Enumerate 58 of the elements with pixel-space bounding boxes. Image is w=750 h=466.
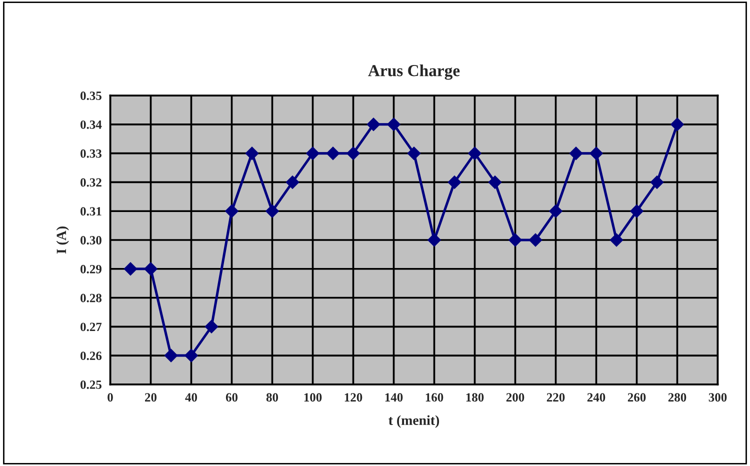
y-tick-label: 0.27 bbox=[80, 322, 102, 332]
x-axis-title: t (menit) bbox=[388, 415, 440, 428]
y-tick-label: 0.26 bbox=[80, 352, 102, 360]
point bbox=[549, 204, 562, 218]
point bbox=[204, 320, 218, 334]
y-tick-label: 0.31 bbox=[80, 207, 102, 216]
point bbox=[590, 146, 603, 160]
point bbox=[630, 204, 644, 218]
y-tick-label: 0.33 bbox=[80, 149, 102, 158]
point bbox=[650, 176, 664, 189]
point bbox=[184, 348, 198, 362]
point bbox=[428, 233, 441, 247]
y-tick-label: 0.25 bbox=[80, 380, 102, 389]
x-tick-label: 160 bbox=[426, 393, 444, 402]
x-tick-label: 0 bbox=[108, 393, 113, 402]
x-tick-label: 260 bbox=[628, 393, 646, 402]
point bbox=[508, 233, 522, 247]
point bbox=[569, 146, 583, 160]
y-tick-label: 0.32 bbox=[80, 178, 102, 187]
x-tick-label: 280 bbox=[668, 393, 686, 402]
y-tick-label: 0.34 bbox=[80, 120, 102, 129]
y-tick-label: 0.35 bbox=[80, 92, 102, 100]
x-tick-label: 20 bbox=[145, 393, 157, 402]
point bbox=[346, 146, 360, 160]
point bbox=[448, 176, 462, 189]
x-tick-label: 60 bbox=[226, 393, 238, 402]
y-tick-label: 0.29 bbox=[80, 264, 102, 274]
point bbox=[387, 118, 400, 132]
x-tick-label: 100 bbox=[304, 393, 322, 402]
point bbox=[528, 233, 542, 247]
point bbox=[225, 204, 238, 218]
point bbox=[407, 146, 421, 160]
point bbox=[488, 176, 502, 189]
x-tick-label: 80 bbox=[266, 393, 278, 402]
y-tick-label: 0.28 bbox=[80, 294, 102, 302]
point bbox=[286, 176, 300, 189]
x-tick-label: 40 bbox=[185, 393, 198, 402]
x-tick-label: 300 bbox=[708, 393, 727, 402]
point bbox=[670, 118, 684, 132]
point bbox=[266, 204, 279, 218]
point bbox=[468, 146, 482, 160]
x-tick-label: 240 bbox=[587, 393, 606, 402]
chart-title: Arus Charge bbox=[368, 64, 460, 80]
point bbox=[164, 348, 178, 362]
y-tick-label: 0.30 bbox=[80, 236, 102, 245]
point bbox=[610, 233, 624, 247]
point bbox=[144, 262, 158, 276]
point bbox=[366, 118, 380, 132]
x-tick-label: 180 bbox=[466, 393, 484, 402]
point bbox=[326, 146, 340, 160]
y-axis-title: I (A) bbox=[56, 226, 69, 254]
point bbox=[306, 146, 320, 160]
x-tick-label: 120 bbox=[344, 393, 362, 402]
x-tick-label: 140 bbox=[385, 393, 403, 402]
point bbox=[245, 146, 259, 160]
x-tick-label: 200 bbox=[506, 393, 524, 402]
x-tick-label: 220 bbox=[546, 393, 565, 402]
point bbox=[124, 262, 138, 276]
